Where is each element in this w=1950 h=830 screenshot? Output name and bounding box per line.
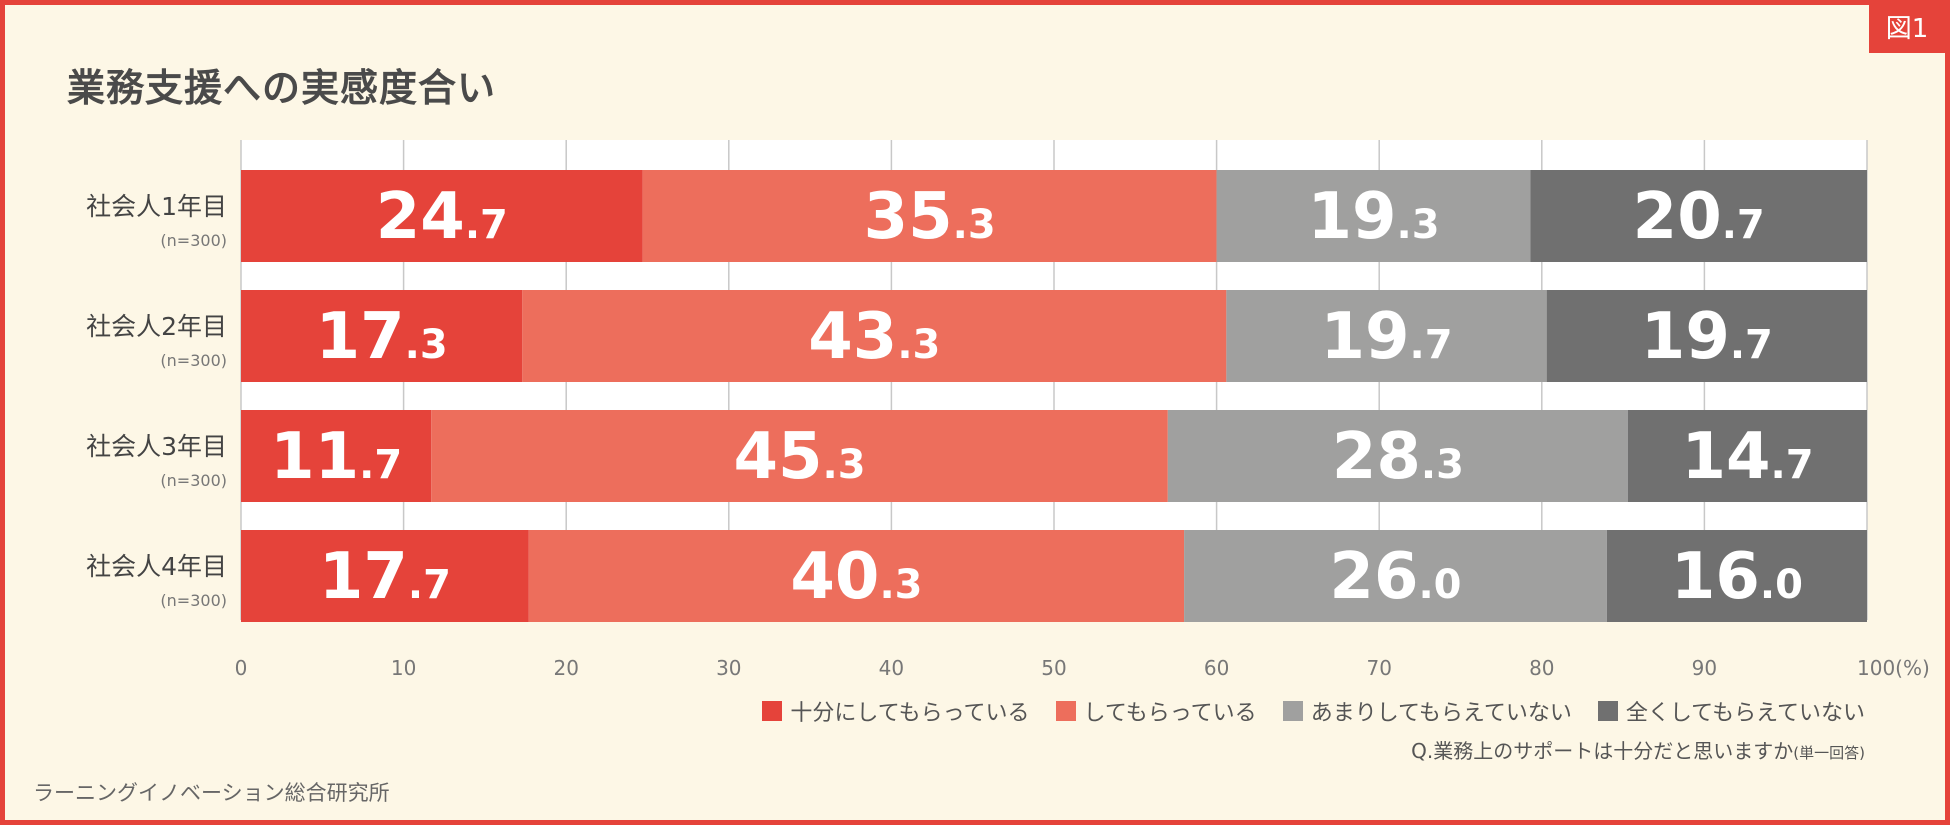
x-tick-label: 70 xyxy=(1366,656,1391,680)
bar-segment xyxy=(241,170,643,262)
bar-segment xyxy=(1530,170,1867,262)
data-label: 17.3 xyxy=(316,300,448,374)
source-credit: ラーニングイノベーション総合研究所 xyxy=(33,781,390,805)
bar-segment xyxy=(522,290,1227,382)
x-tick-label: 0 xyxy=(235,656,248,680)
data-label: 28.3 xyxy=(1332,420,1464,494)
data-label: 43.3 xyxy=(808,300,940,374)
category-label: 社会人4年目 xyxy=(86,552,227,581)
legend-item: あまりしてもらえていない xyxy=(1282,695,1572,727)
sample-size-label: (n=300) xyxy=(160,591,227,610)
x-tick-label: 80 xyxy=(1529,656,1554,680)
category-label: 社会人1年目 xyxy=(86,192,227,221)
bar-segment xyxy=(1216,170,1531,262)
category-label: 社会人3年目 xyxy=(86,432,227,461)
x-tick-label: 40 xyxy=(879,656,904,680)
data-label: 17.7 xyxy=(319,540,451,614)
chart-title: 業務支援への実感度合い xyxy=(67,66,497,110)
data-label: 40.3 xyxy=(790,540,922,614)
x-tick-label: 20 xyxy=(553,656,578,680)
x-tick-label: 50 xyxy=(1041,656,1066,680)
legend-label: 全くしてもらえていない xyxy=(1625,701,1865,726)
x-tick-label: 10 xyxy=(391,656,416,680)
legend-label: してもらっている xyxy=(1083,701,1257,726)
legend: 十分にしてもらっている してもらっている あまりしてもらえていない 全くしてもら… xyxy=(762,695,1865,727)
bar-segment xyxy=(1167,410,1628,502)
question-note: (単一回答) xyxy=(1793,744,1865,762)
data-label: 24.7 xyxy=(376,180,508,254)
legend-item: 十分にしてもらっている xyxy=(762,695,1030,727)
legend-item: してもらっている xyxy=(1055,695,1257,727)
bar-segment xyxy=(528,530,1185,622)
bar-segment xyxy=(431,410,1168,502)
bar-segment xyxy=(1226,290,1547,382)
data-label: 16.0 xyxy=(1671,540,1803,614)
data-label: 26.0 xyxy=(1329,540,1461,614)
legend-swatch xyxy=(1282,701,1303,721)
bar-segment xyxy=(241,290,523,382)
question-text: Q.業務上のサポートは十分だと思いますか xyxy=(1411,739,1794,763)
bar-segment xyxy=(1546,290,1867,382)
bar-segment xyxy=(1627,410,1867,502)
bar-segment xyxy=(1184,530,1607,622)
bar-segment xyxy=(1606,530,1867,622)
figure-badge: 図1 xyxy=(1869,5,1945,53)
legend-label: 十分にしてもらっている xyxy=(790,701,1030,726)
data-label: 35.3 xyxy=(864,180,996,254)
data-label: 19.7 xyxy=(1641,300,1773,374)
stacked-bar-chart: 0 10 20 30 40 50 60 70 80 90 100(%) 24.7 35.3 19.3 20.… xyxy=(86,140,1930,680)
bar-segment xyxy=(241,410,432,502)
legend-swatch xyxy=(1597,701,1618,721)
sample-size-label: (n=300) xyxy=(160,471,227,490)
legend-label: あまりしてもらえていない xyxy=(1310,701,1572,726)
category-label: 社会人2年目 xyxy=(86,312,227,341)
data-label: 45.3 xyxy=(733,420,865,494)
x-tick-label: 30 xyxy=(716,656,741,680)
x-tick-label: 60 xyxy=(1204,656,1229,680)
x-tick-label: 100(%) xyxy=(1857,656,1930,680)
data-label: 14.7 xyxy=(1681,420,1813,494)
legend-swatch xyxy=(762,701,783,721)
bar-segment xyxy=(241,530,529,622)
sample-size-label: (n=300) xyxy=(160,231,227,250)
data-label: 19.7 xyxy=(1320,300,1452,374)
data-label: 11.7 xyxy=(270,420,402,494)
data-label: 20.7 xyxy=(1633,180,1765,254)
data-label: 19.3 xyxy=(1307,180,1439,254)
legend-swatch xyxy=(1055,701,1076,721)
legend-item: 全くしてもらえていない xyxy=(1597,695,1865,727)
sample-size-label: (n=300) xyxy=(160,351,227,370)
x-tick-label: 90 xyxy=(1692,656,1717,680)
bar-segment xyxy=(642,170,1217,262)
survey-question: Q.業務上のサポートは十分だと思いますか(単一回答) xyxy=(1411,735,1865,764)
